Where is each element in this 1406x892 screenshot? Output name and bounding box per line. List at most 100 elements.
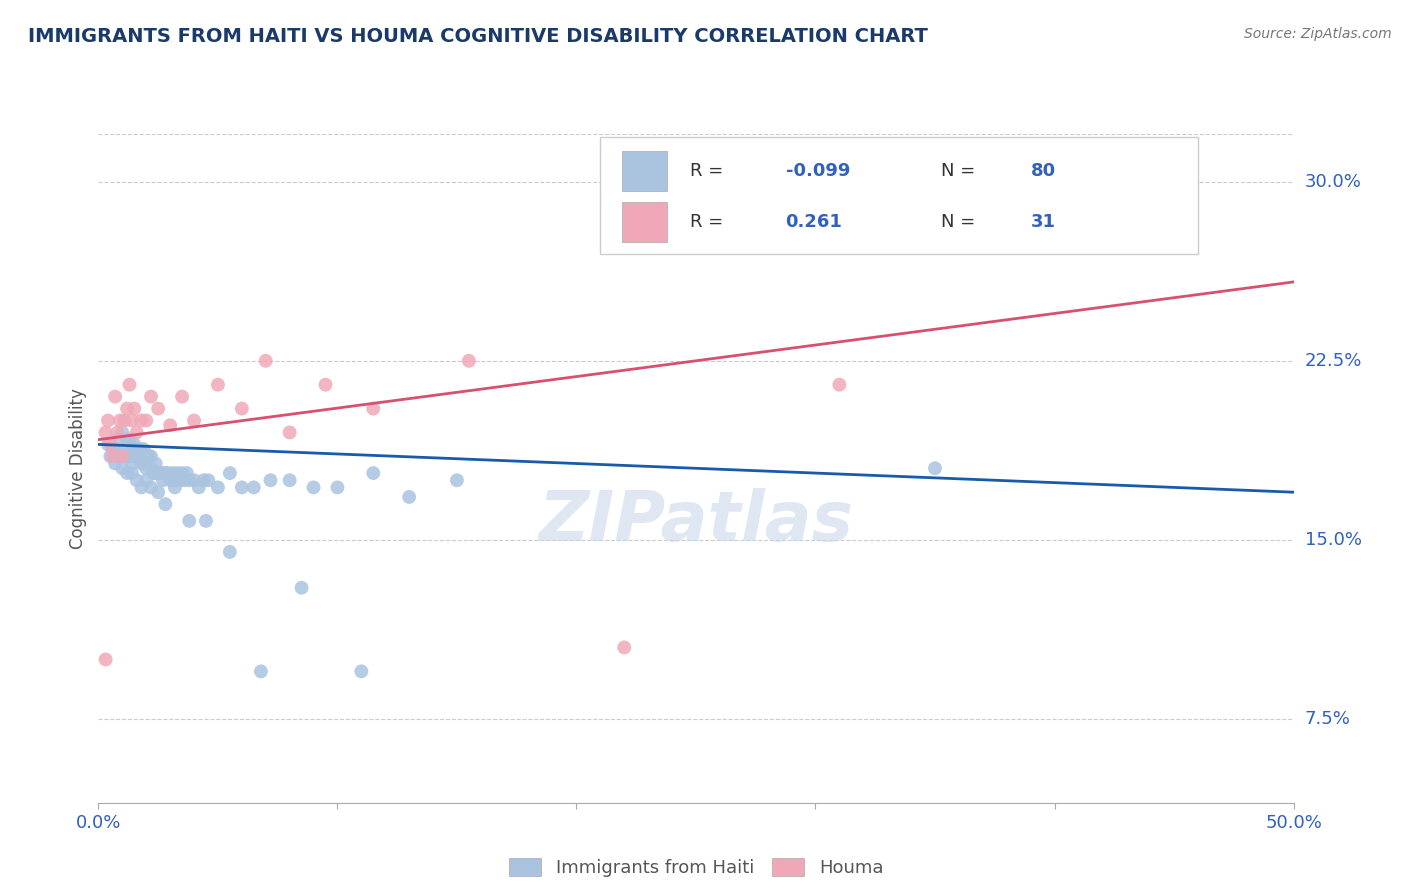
Point [131, 480, 153, 494]
Text: 7.5%: 7.5% [1305, 710, 1351, 728]
Point [94, 652, 117, 666]
Point [135, 450, 157, 464]
FancyBboxPatch shape [621, 151, 668, 191]
Point [179, 514, 201, 528]
Point [97, 437, 120, 451]
Point [828, 377, 851, 392]
Point [101, 450, 124, 464]
Point [111, 450, 134, 464]
Point [155, 497, 177, 511]
Point [194, 514, 217, 528]
Point [259, 473, 281, 487]
Point [231, 480, 253, 494]
Point [159, 418, 181, 433]
Point [124, 437, 146, 451]
Point [363, 466, 385, 480]
Point [139, 390, 162, 404]
Point [152, 466, 174, 480]
Point [135, 473, 157, 487]
Point [172, 390, 194, 404]
Point [149, 466, 172, 480]
Text: IMMIGRANTS FROM HAITI VS HOUMA COGNITIVE DISABILITY CORRELATION CHART: IMMIGRANTS FROM HAITI VS HOUMA COGNITIVE… [28, 27, 928, 45]
Point [231, 401, 253, 416]
Text: ZIPatlas: ZIPatlas [538, 488, 853, 556]
Point [108, 447, 131, 461]
Point [132, 442, 155, 457]
Point [121, 466, 143, 480]
Point [207, 377, 229, 392]
Point [243, 480, 266, 494]
Point [115, 450, 138, 464]
Text: Source: ZipAtlas.com: Source: ZipAtlas.com [1244, 27, 1392, 41]
Point [162, 466, 184, 480]
Point [176, 466, 198, 480]
Point [302, 480, 325, 494]
Text: 22.5%: 22.5% [1305, 351, 1362, 370]
Point [111, 461, 134, 475]
Point [125, 442, 148, 457]
Point [135, 413, 157, 427]
Point [115, 401, 138, 416]
Point [458, 353, 481, 368]
Point [94, 425, 117, 440]
Point [446, 473, 468, 487]
Point [179, 473, 201, 487]
Text: 30.0%: 30.0% [1305, 172, 1361, 191]
Point [115, 433, 138, 447]
Point [121, 413, 143, 427]
Point [148, 401, 170, 416]
Point [118, 450, 141, 464]
Point [101, 442, 124, 457]
Point [613, 640, 636, 655]
Point [98, 437, 122, 451]
Point [163, 473, 186, 487]
Point [118, 433, 141, 447]
Point [98, 450, 122, 464]
Text: -0.099: -0.099 [786, 161, 851, 179]
Text: N =: N = [941, 213, 976, 231]
Point [125, 450, 148, 464]
Point [135, 461, 157, 475]
Point [138, 450, 160, 464]
Point [173, 473, 195, 487]
Point [166, 466, 188, 480]
Point [193, 473, 215, 487]
Point [145, 466, 167, 480]
Legend: Immigrants from Haiti, Houma: Immigrants from Haiti, Houma [502, 850, 890, 884]
Text: 0.261: 0.261 [786, 213, 842, 231]
Point [156, 466, 179, 480]
Point [152, 473, 174, 487]
Point [131, 457, 153, 471]
Point [128, 450, 150, 464]
Point [114, 413, 136, 427]
Point [148, 485, 170, 500]
Point [107, 433, 129, 447]
Point [145, 457, 167, 471]
Point [172, 466, 194, 480]
FancyBboxPatch shape [621, 202, 668, 243]
Point [197, 473, 219, 487]
Point [148, 466, 170, 480]
Point [125, 425, 148, 440]
Point [131, 413, 153, 427]
Point [155, 466, 177, 480]
Point [115, 466, 138, 480]
Point [363, 401, 385, 416]
Point [121, 457, 143, 471]
Point [104, 390, 127, 404]
Point [315, 377, 337, 392]
Point [207, 480, 229, 494]
Point [139, 461, 162, 475]
Point [108, 413, 131, 427]
Text: N =: N = [941, 161, 976, 179]
Point [159, 473, 181, 487]
Point [219, 466, 242, 480]
Text: 80: 80 [1031, 161, 1056, 179]
Point [131, 442, 153, 457]
FancyBboxPatch shape [600, 137, 1198, 254]
Point [139, 480, 162, 494]
Text: 31: 31 [1031, 213, 1056, 231]
Point [104, 450, 127, 464]
Point [350, 665, 373, 679]
Point [183, 473, 205, 487]
